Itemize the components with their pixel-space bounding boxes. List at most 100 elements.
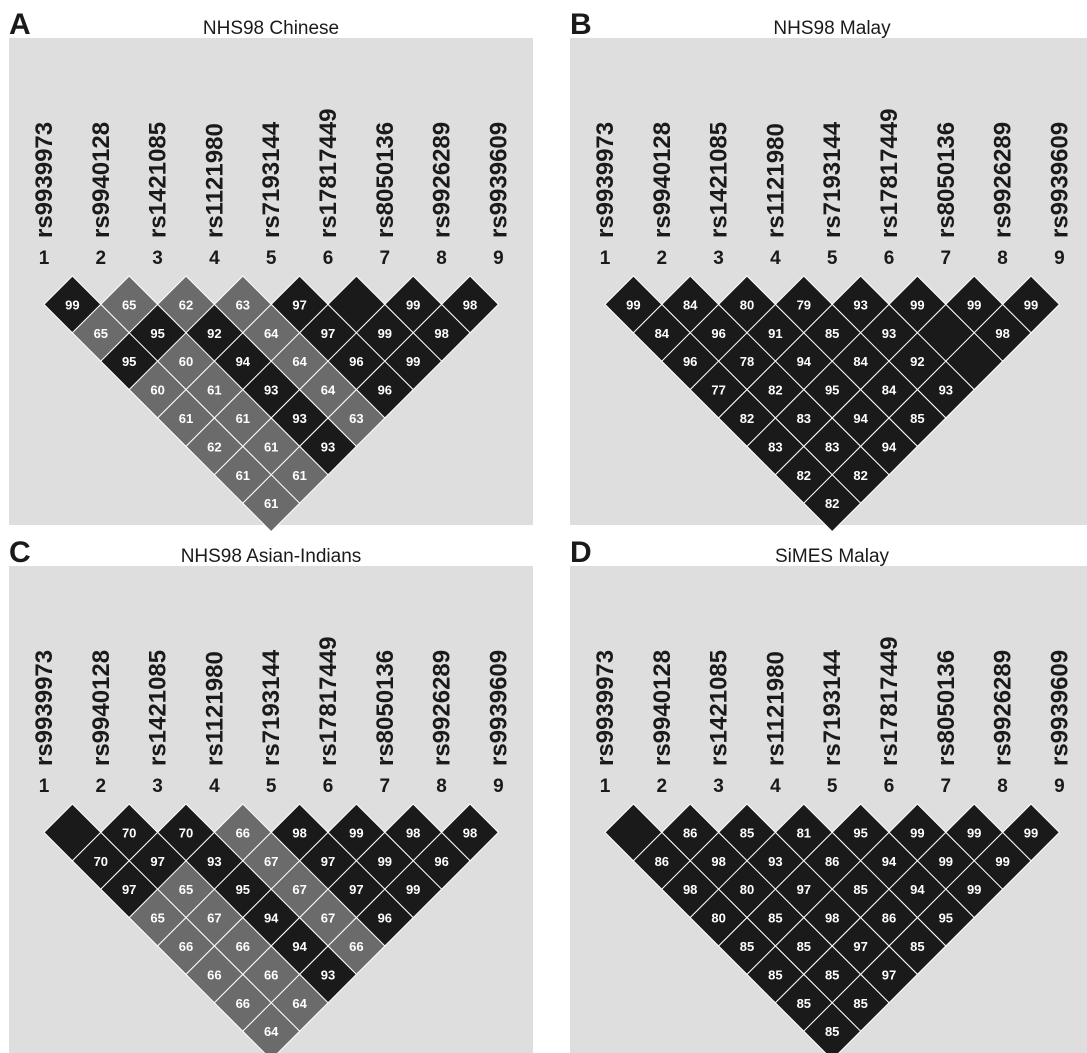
marker-number: 8: [997, 776, 1008, 797]
ld-value: 99: [626, 297, 640, 312]
ld-value: 94: [236, 354, 251, 369]
ld-value: 64: [264, 326, 279, 341]
ld-value: 98: [463, 825, 477, 840]
ld-value: 66: [179, 939, 193, 954]
ld-value: 85: [740, 825, 754, 840]
marker-number: 2: [657, 776, 668, 797]
snp-label: rs1121980: [762, 123, 789, 238]
ld-value: 98: [406, 825, 420, 840]
panel-letter: A: [9, 8, 31, 41]
ld-value: 67: [207, 911, 221, 926]
ld-value: 67: [264, 854, 278, 869]
ld-value: 98: [463, 297, 477, 312]
snp-label: rs9926289: [990, 122, 1017, 238]
ld-value: 65: [179, 882, 193, 897]
snp-label: rs9939973: [592, 122, 619, 238]
marker-number: 2: [96, 776, 107, 797]
ld-value: 99: [967, 882, 981, 897]
ld-value: 67: [321, 911, 335, 926]
snp-label: rs1121980: [201, 123, 228, 238]
ld-value: 61: [264, 439, 278, 454]
ld-value: 61: [207, 383, 221, 398]
ld-plot: rs9939973 rs9940128 rs1421085 rs1121980 rs71…: [592, 637, 1073, 1053]
panel-a: A NHS98 Chinese rs9939973 rs9940128 rs1421…: [9, 8, 533, 533]
ld-value: 61: [292, 468, 306, 483]
snp-label: rs1121980: [762, 651, 789, 766]
ld-value: 95: [825, 383, 839, 398]
ld-value: 78: [740, 354, 754, 369]
marker-number: 6: [323, 248, 334, 269]
snp-label: rs8050136: [933, 650, 960, 766]
marker-number: 7: [380, 248, 391, 269]
snp-label: rs9939973: [31, 650, 58, 766]
ld-value: 91: [768, 326, 782, 341]
marker-number: 1: [39, 248, 50, 269]
ld-value: 97: [321, 326, 335, 341]
snp-label: rs7193144: [258, 649, 285, 766]
snp-label: rs1421085: [145, 650, 172, 766]
marker-number: 4: [770, 776, 781, 797]
panel-letter: C: [9, 536, 31, 569]
ld-value: 85: [825, 967, 839, 982]
ld-value: 85: [853, 882, 867, 897]
ld-value: 93: [768, 854, 782, 869]
ld-value: 97: [150, 854, 164, 869]
marker-number: 8: [436, 248, 447, 269]
ld-cell: [803, 1002, 862, 1053]
ld-value: 93: [321, 967, 335, 982]
marker-number: 3: [152, 776, 163, 797]
marker-number: 9: [493, 248, 504, 269]
ld-value: 85: [768, 967, 782, 982]
snp-label: rs9926289: [429, 650, 456, 766]
ld-value: 96: [711, 326, 725, 341]
ld-value: 96: [683, 354, 697, 369]
snp-label: rs9939609: [1046, 122, 1073, 238]
ld-value: 66: [236, 996, 250, 1011]
ld-value: 99: [1024, 825, 1038, 840]
ld-value: 94: [910, 882, 925, 897]
snp-label: rs1421085: [706, 122, 733, 238]
ld-plot: rs9939973 rs9940128 rs1421085 rs1121980 rs71…: [31, 637, 512, 1053]
ld-value: 97: [882, 967, 896, 982]
ld-value: 97: [292, 297, 306, 312]
ld-value: 99: [1024, 297, 1038, 312]
ld-value: 95: [150, 326, 164, 341]
marker-number: 3: [152, 248, 163, 269]
ld-value: 99: [378, 854, 392, 869]
ld-value: 85: [740, 939, 754, 954]
snp-label: rs9926289: [429, 122, 456, 238]
snp-label: rs17817449: [876, 109, 903, 238]
snp-label: rs7193144: [819, 649, 846, 766]
ld-value: 97: [321, 854, 335, 869]
ld-value: 96: [434, 854, 448, 869]
ld-plot: rs9939973 rs9940128 rs1421085 rs1121980 rs71…: [592, 109, 1073, 533]
ld-value: 94: [264, 911, 279, 926]
marker-number: 6: [323, 776, 334, 797]
ld-value: 99: [406, 882, 420, 897]
marker-number: 4: [770, 248, 781, 269]
marker-number: 3: [713, 248, 724, 269]
snp-label: rs1421085: [145, 122, 172, 238]
ld-value: 64: [292, 354, 307, 369]
ld-value: 80: [711, 911, 725, 926]
ld-value: 83: [768, 439, 782, 454]
ld-value: 84: [655, 326, 670, 341]
ld-value: 94: [292, 939, 307, 954]
ld-value: 65: [94, 326, 108, 341]
ld-value: 99: [65, 297, 79, 312]
ld-value: 99: [406, 297, 420, 312]
marker-number: 4: [209, 776, 220, 797]
ld-value: 94: [882, 439, 897, 454]
ld-value: 86: [825, 854, 839, 869]
ld-cell: [803, 474, 862, 533]
ld-value: 84: [683, 297, 698, 312]
marker-number: 1: [600, 776, 611, 797]
ld-value: 82: [853, 468, 867, 483]
ld-value: 99: [967, 825, 981, 840]
snp-label: rs17817449: [315, 109, 342, 238]
ld-value: 84: [853, 354, 868, 369]
marker-number: 1: [600, 248, 611, 269]
ld-value: 80: [740, 882, 754, 897]
ld-value: 93: [939, 383, 953, 398]
ld-value: 98: [434, 326, 448, 341]
